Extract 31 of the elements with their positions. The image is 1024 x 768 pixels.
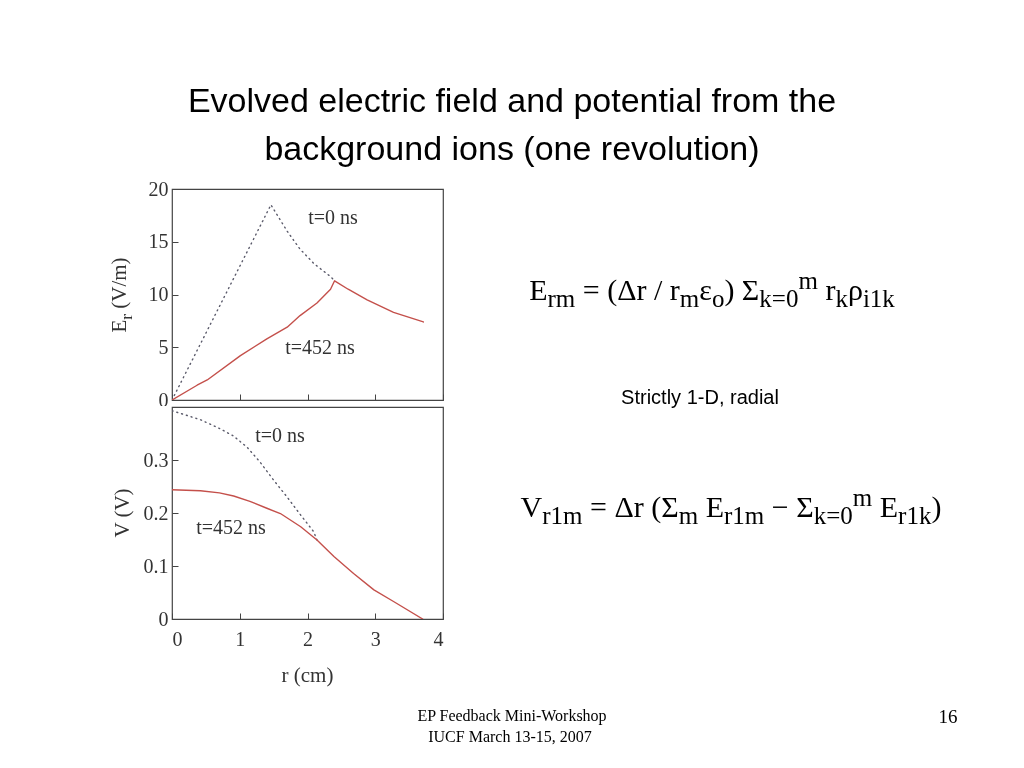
text: 16	[938, 706, 958, 728]
x-tick-label: 3	[370, 627, 381, 650]
series-label: t=452 ns	[285, 336, 356, 358]
series-label: t=0 ns	[255, 424, 306, 446]
y-tick-label: 0	[158, 607, 169, 630]
line-series	[172, 204, 336, 400]
text: IUCF March 13-15, 2007	[428, 728, 592, 746]
series-label: t=0 ns	[308, 206, 359, 228]
x-tick-label: 2	[303, 627, 313, 650]
x-tick-label: 1	[235, 627, 246, 650]
y-tick-label: 20	[148, 177, 169, 200]
y-tick-label: 15	[148, 230, 169, 253]
y-tick-label: 0.3	[143, 448, 169, 471]
text: Strictly 1-D, radial	[621, 385, 779, 409]
x-tick-label: 4	[433, 627, 444, 650]
text: Evolved electric field and potential from the background ions (one revolution)	[186, 80, 838, 169]
y-tick-label: 0.1	[143, 554, 169, 577]
y-tick-label: 5	[158, 335, 169, 358]
x-axis-title: r (cm)	[281, 662, 334, 688]
series-label: t=452 ns	[196, 516, 267, 538]
line-series	[172, 488, 424, 619]
text: V$_{r1m}$ = Δr (Σ$_{m}$ E$_{r1m}$ − Σ$_{k=0}$$^{m}$ E$_{r1k}$)	[520, 484, 942, 529]
y-tick-label: 0	[158, 388, 169, 411]
line-series	[172, 410, 318, 541]
y-axis-title: V (V)	[109, 488, 135, 538]
text: E$_{rm}$ = (Δr / r$_{m}$ε$_{o}$) Σ$_{k=0}$$^{m}$ r$_{k}$ρ$_{i1k}$	[529, 267, 895, 312]
x-tick-label: 0	[172, 627, 183, 650]
y-tick-label: 10	[148, 283, 169, 305]
text: EP Feedback Mini-Workshop	[417, 707, 607, 725]
line-series	[172, 280, 425, 400]
y-tick-label: 0.2	[143, 501, 169, 524]
